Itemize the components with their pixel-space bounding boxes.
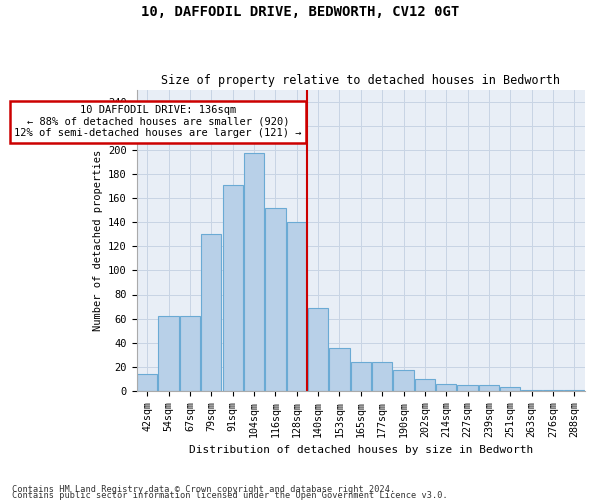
Bar: [201, 234, 221, 391]
Bar: [329, 348, 350, 391]
Bar: [308, 308, 328, 391]
Bar: [265, 208, 286, 391]
Title: Size of property relative to detached houses in Bedworth: Size of property relative to detached ho…: [161, 74, 560, 87]
Bar: [564, 390, 584, 391]
Y-axis label: Number of detached properties: Number of detached properties: [92, 150, 103, 331]
Bar: [372, 362, 392, 391]
Text: Contains HM Land Registry data © Crown copyright and database right 2024.: Contains HM Land Registry data © Crown c…: [12, 484, 395, 494]
Bar: [479, 385, 499, 391]
Bar: [223, 185, 243, 391]
Bar: [394, 370, 413, 391]
Bar: [521, 390, 542, 391]
Bar: [137, 374, 157, 391]
Text: Contains public sector information licensed under the Open Government Licence v3: Contains public sector information licen…: [12, 491, 448, 500]
X-axis label: Distribution of detached houses by size in Bedworth: Distribution of detached houses by size …: [188, 445, 533, 455]
Bar: [180, 316, 200, 391]
Bar: [287, 222, 307, 391]
Bar: [436, 384, 457, 391]
Bar: [500, 388, 520, 391]
Bar: [543, 390, 563, 391]
Bar: [350, 362, 371, 391]
Bar: [158, 316, 179, 391]
Bar: [415, 379, 435, 391]
Bar: [244, 154, 264, 391]
Text: 10, DAFFODIL DRIVE, BEDWORTH, CV12 0GT: 10, DAFFODIL DRIVE, BEDWORTH, CV12 0GT: [141, 5, 459, 19]
Bar: [457, 385, 478, 391]
Text: 10 DAFFODIL DRIVE: 136sqm
← 88% of detached houses are smaller (920)
12% of semi: 10 DAFFODIL DRIVE: 136sqm ← 88% of detac…: [14, 105, 302, 138]
